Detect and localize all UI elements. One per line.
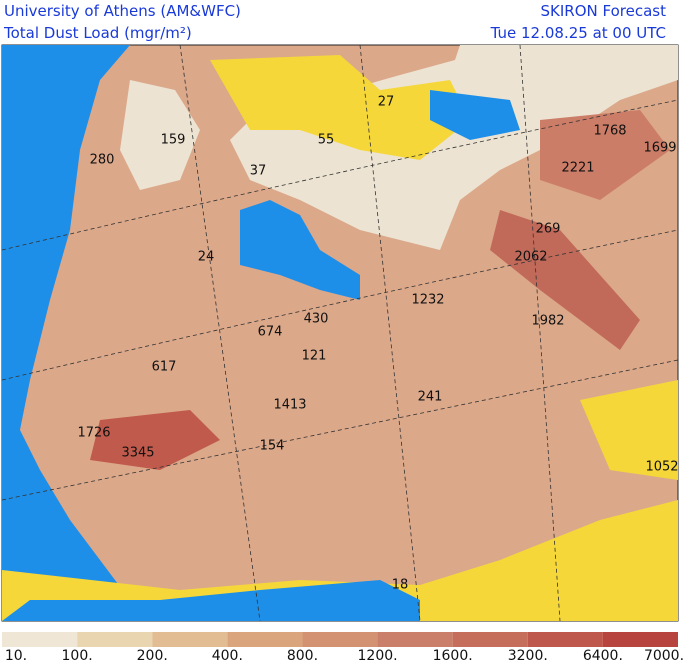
dust-value-label: 154 [260, 439, 285, 454]
dust-value-label: 617 [152, 360, 177, 375]
dust-value-label: 159 [161, 133, 186, 148]
dust-value-label: 1232 [411, 293, 444, 308]
dust-value-label: 37 [250, 164, 267, 179]
legend-swatch [452, 632, 528, 647]
legend-label: 10. [5, 648, 27, 662]
dust-value-label: 121 [302, 349, 327, 364]
legend-swatch [152, 632, 228, 647]
dust-value-label: 27 [378, 95, 395, 110]
dust-value-label: 55 [318, 133, 335, 148]
legend-swatch [602, 632, 678, 647]
dust-value-label: 18 [392, 578, 409, 593]
legend-swatch [227, 632, 303, 647]
legend-swatch [2, 632, 78, 647]
dust-value-label: 3345 [121, 446, 154, 461]
dust-value-label: 674 [258, 325, 283, 340]
color-legend: 10. 100. 200. 400. 800. 1200. 1600. 3200. 6400. 7… [2, 632, 684, 662]
product-title: Total Dust Load (mgr/m²) [3, 24, 192, 42]
dust-value-label: 1052 [645, 460, 678, 475]
dust-value-label: 24 [198, 250, 215, 265]
dust-value-label: 1768 [593, 124, 626, 139]
legend-swatch [77, 632, 153, 647]
legend-label: 6400. [583, 648, 623, 662]
dust-value-label: 1726 [77, 426, 110, 441]
map [1, 44, 679, 622]
dust-value-label: 430 [304, 312, 329, 327]
legend-swatch [527, 632, 603, 647]
institution: University of Athens (AM&WFC) [4, 2, 241, 20]
legend-label: 1200. [358, 648, 398, 662]
model-name: SKIRON Forecast [541, 2, 667, 20]
legend-label: 200. [137, 648, 168, 662]
dust-value-label: 2221 [561, 161, 594, 176]
dust-value-label: 2062 [514, 250, 547, 265]
legend-label: 7000. [644, 648, 684, 662]
dust-value-label: 280 [90, 153, 115, 168]
dust-value-label: 241 [418, 390, 443, 405]
dust-value-label: 1413 [273, 398, 306, 413]
valid-time: Tue 12.08.25 at 00 UTC [490, 24, 666, 42]
map-labels: 159 280 27 55 37 1768 1699 2221 269 24 2062 1232 430… [77, 95, 678, 593]
dust-value-label: 269 [536, 222, 561, 237]
legend-label: 100. [62, 648, 93, 662]
dust-value-label: 1982 [531, 314, 564, 329]
legend-swatch [377, 632, 453, 647]
legend-label: 800. [287, 648, 318, 662]
legend-label: 1600. [433, 648, 473, 662]
legend-label: 400. [212, 648, 243, 662]
legend-label: 3200. [508, 648, 548, 662]
dust-value-label: 1699 [643, 141, 676, 156]
legend-swatch [302, 632, 378, 647]
